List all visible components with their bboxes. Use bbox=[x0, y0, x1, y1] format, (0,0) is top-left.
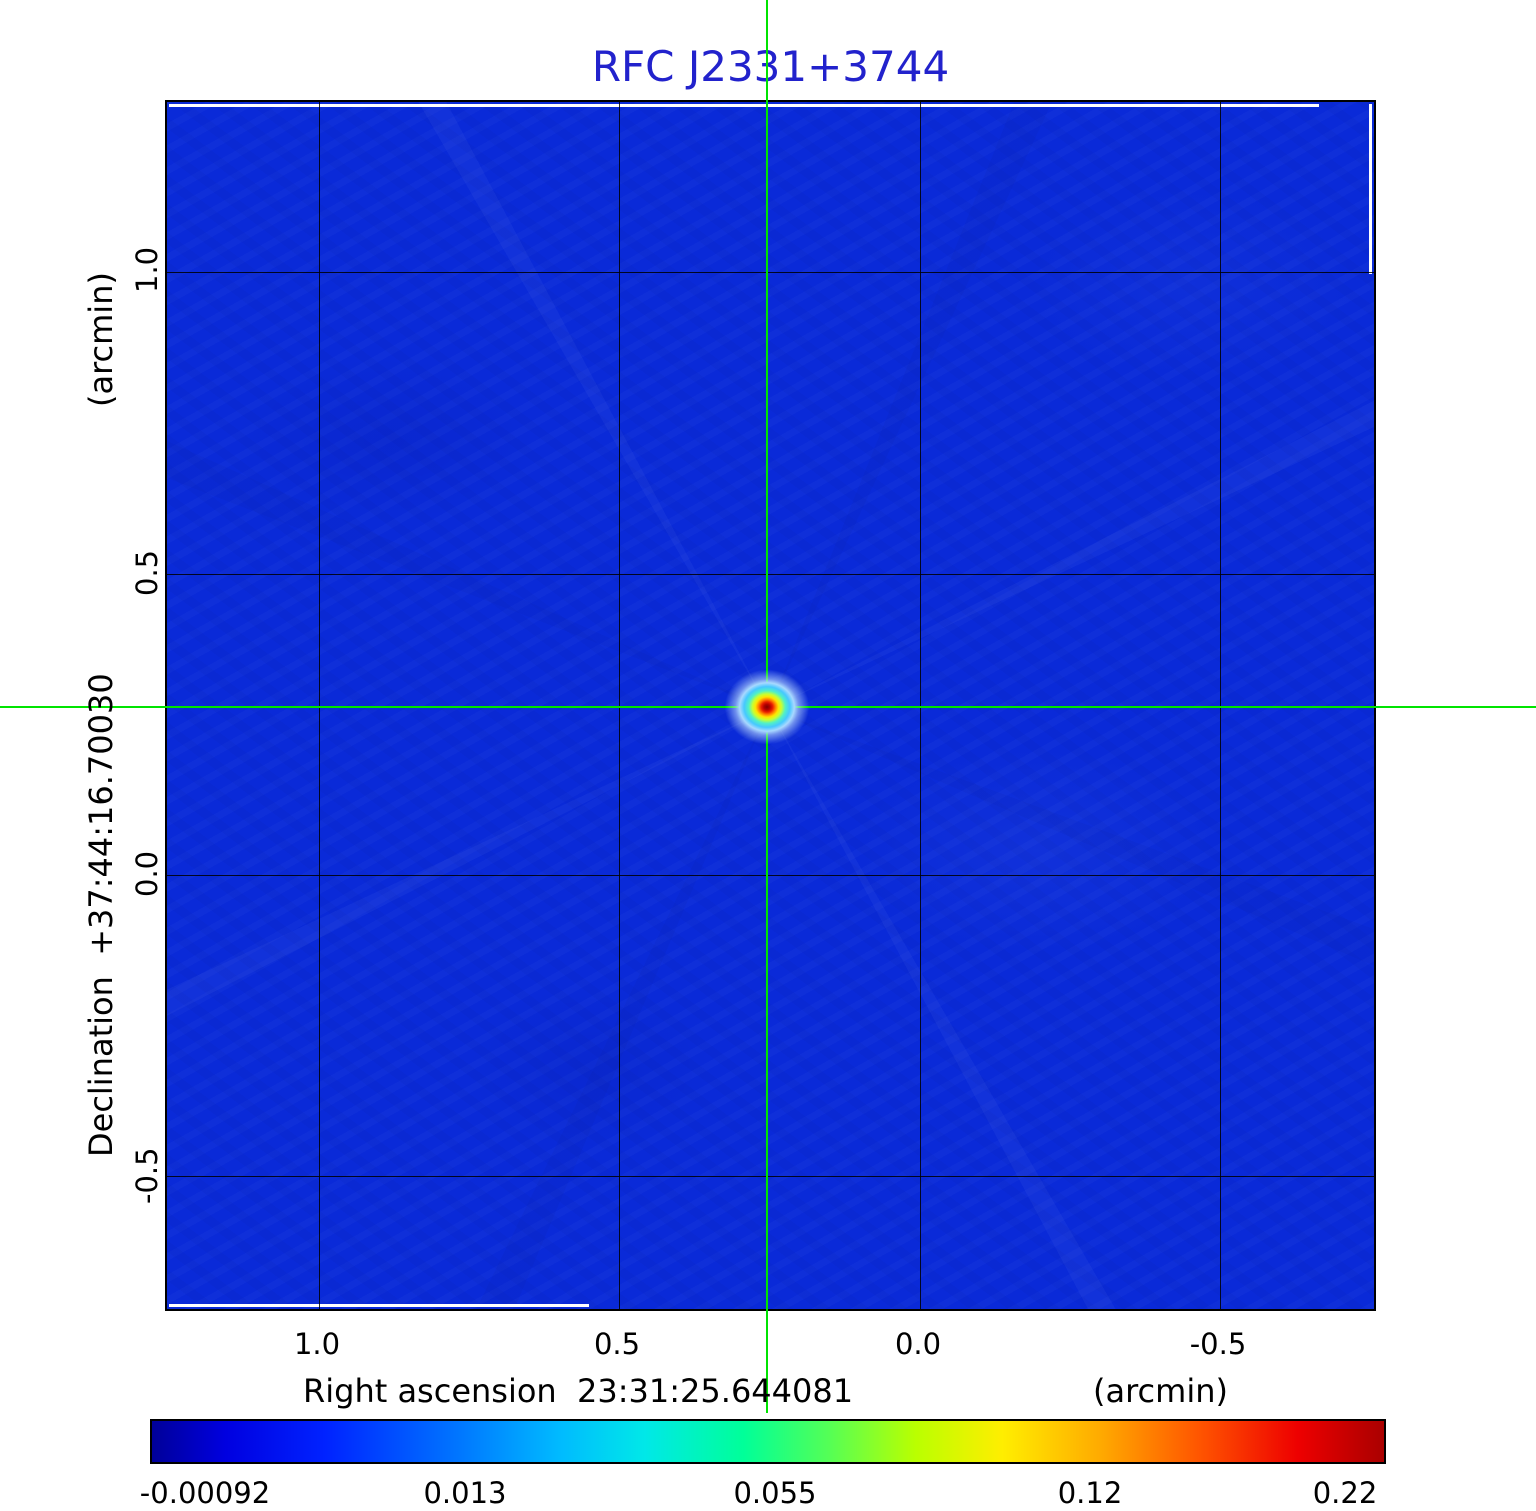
grid-line-horizontal-2 bbox=[167, 574, 1374, 575]
x-tick-label-3: 0.0 bbox=[894, 1327, 942, 1361]
x-tick-label-1: 1.0 bbox=[293, 1327, 341, 1361]
x-tick-label-4: -0.5 bbox=[1189, 1327, 1247, 1361]
x-tick-label-2: 0.5 bbox=[593, 1327, 641, 1361]
colorbar-gradient bbox=[150, 1419, 1386, 1464]
heatmap-plot-area bbox=[165, 100, 1376, 1311]
chart-title: RFC J2331+3744 bbox=[591, 42, 950, 91]
y-tick-label-3: 0.0 bbox=[130, 850, 164, 897]
colorbar-tick-label-5: 0.22 bbox=[1312, 1476, 1378, 1510]
grid-line-vertical-1 bbox=[319, 102, 320, 1309]
grid-line-vertical-2 bbox=[619, 102, 620, 1309]
colorbar-tick-label-1: -0.00092 bbox=[139, 1476, 271, 1510]
grid-line-horizontal-4 bbox=[167, 1176, 1374, 1177]
white-edge-artifact-bottom bbox=[169, 1304, 589, 1307]
y-axis-label: Declination +37:44:16.70030 bbox=[82, 673, 120, 1157]
grid-line-horizontal-3 bbox=[167, 875, 1374, 876]
grid-line-horizontal-1 bbox=[167, 272, 1374, 273]
y-tick-label-4: -0.5 bbox=[130, 1147, 164, 1204]
y-axis-unit-label: (arcmin) bbox=[82, 272, 120, 407]
y-tick-label-2: 0.5 bbox=[130, 549, 164, 596]
colorbar-tick-label-3: 0.055 bbox=[733, 1476, 817, 1510]
x-axis-unit-label: (arcmin) bbox=[1093, 1372, 1228, 1410]
white-edge-artifact-top bbox=[169, 104, 1319, 107]
grid-line-vertical-4 bbox=[1220, 102, 1221, 1309]
colorbar-tick-label-4: 0.12 bbox=[1057, 1476, 1123, 1510]
colorbar-tick-label-2: 0.013 bbox=[423, 1476, 507, 1510]
x-axis-label: Right ascension 23:31:25.644081 bbox=[303, 1372, 854, 1410]
white-edge-artifact-right bbox=[1369, 104, 1372, 274]
y-tick-label-1: 1.0 bbox=[130, 246, 164, 293]
radio-source-spot bbox=[723, 668, 811, 746]
grid-line-vertical-3 bbox=[920, 102, 921, 1309]
